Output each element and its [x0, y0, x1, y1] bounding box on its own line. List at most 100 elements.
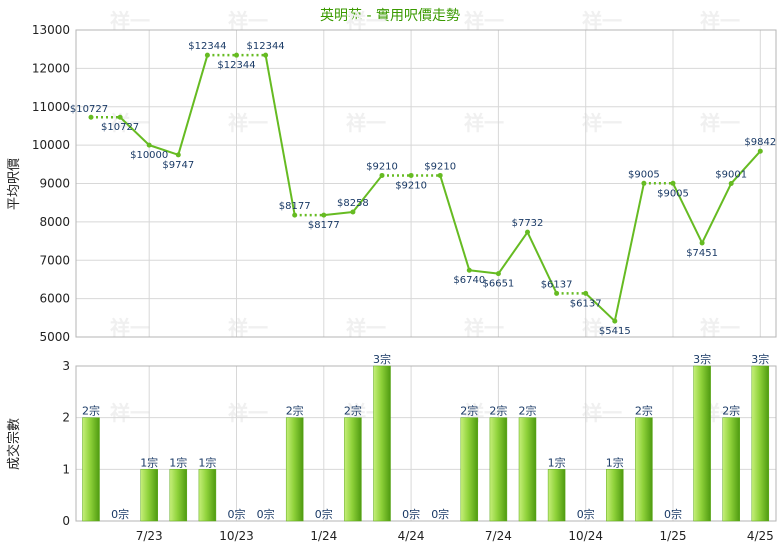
volume-bar — [140, 469, 158, 522]
watermark-text: 祥一 — [110, 9, 150, 33]
price-point — [525, 229, 530, 235]
price-point-label: $6651 — [482, 279, 514, 290]
price-point — [437, 172, 443, 178]
price-y-tick-label: 7000 — [39, 253, 70, 267]
price-point — [379, 172, 385, 178]
x-tick-label: 10/23 — [219, 529, 254, 543]
price-point-label: $9005 — [628, 169, 660, 180]
price-y-tick-label: 6000 — [39, 292, 70, 306]
price-point-label: $12344 — [188, 41, 226, 52]
x-tick-label: 4/25 — [747, 529, 774, 543]
volume-bar-label: 2宗 — [344, 404, 362, 418]
price-line-segment — [613, 183, 645, 322]
price-point — [146, 142, 152, 148]
watermark-text: 祥一 — [228, 111, 268, 135]
price-y-axis-label: 平均呎價 — [7, 158, 22, 210]
watermark-text: 祥一 — [110, 316, 150, 340]
volume-bar-label: 2宗 — [519, 404, 537, 418]
volume-bar-label: 0宗 — [577, 507, 595, 521]
volume-y-tick-label: 3 — [62, 359, 70, 373]
price-point-label: $8258 — [337, 198, 369, 209]
x-tick-label: 1/24 — [310, 529, 337, 543]
volume-bar — [82, 417, 100, 522]
price-point — [408, 172, 414, 178]
volume-bar-label: 0宗 — [402, 507, 420, 521]
x-tick-label: 4/24 — [398, 529, 425, 543]
price-point — [495, 271, 501, 277]
price-y-tick-label: 9000 — [39, 177, 70, 191]
price-point-label: $10000 — [130, 150, 168, 161]
watermark-text: 祥一 — [110, 401, 150, 425]
price-y-tick-label: 5000 — [39, 330, 70, 344]
x-tick-label: 7/24 — [485, 529, 512, 543]
price-point — [757, 148, 763, 154]
volume-bar-label: 0宗 — [431, 507, 449, 521]
volume-bar — [606, 469, 624, 522]
price-point-label: $9210 — [424, 161, 456, 172]
volume-bar — [751, 365, 770, 522]
volume-y-axis: 3 2 1 0 — [62, 359, 70, 528]
price-point — [292, 212, 298, 218]
volume-bar-label: 1宗 — [198, 455, 216, 469]
volume-y-tick-label: 0 — [62, 514, 70, 528]
price-point — [204, 52, 210, 58]
price-line-segment — [701, 183, 733, 244]
price-line: $10727 $10727 $10000$9747 $12344 $12344 $1234… — [70, 41, 776, 337]
volume-bar — [198, 469, 217, 522]
volume-bars: 2宗 0宗 1宗 1宗 1宗 0宗 0宗 2宗 0宗 2宗 3宗 0宗 0宗 2宗 2宗 2宗 1宗 0宗 1宗 2宗… — [82, 352, 770, 522]
price-point — [641, 180, 647, 186]
price-point-label: $9210 — [395, 180, 427, 191]
price-point — [728, 180, 734, 186]
watermark-text: 祥一 — [700, 316, 740, 340]
price-point — [117, 114, 123, 120]
price-point — [88, 114, 94, 120]
watermark-text: 祥一 — [464, 9, 504, 33]
price-plot-frame — [75, 29, 777, 338]
volume-plot-frame — [75, 365, 777, 522]
volume-bar — [693, 365, 711, 522]
price-point-label: $8177 — [279, 201, 311, 212]
price-y-tick-label: 10000 — [32, 138, 70, 152]
price-point-label: $6137 — [541, 279, 573, 290]
volume-bar-label: 0宗 — [315, 507, 333, 521]
price-point — [175, 152, 181, 158]
watermark-text: 祥一 — [700, 111, 740, 135]
volume-bar-label: 3宗 — [373, 352, 391, 366]
price-point-label: $9005 — [657, 188, 689, 199]
volume-bar — [169, 469, 188, 522]
price-line-segment — [177, 54, 209, 156]
price-point-label: $10727 — [101, 122, 139, 133]
price-point — [699, 240, 705, 246]
price-point-label: $6137 — [570, 298, 602, 309]
x-tick-label: 10/24 — [568, 529, 603, 543]
watermark-text: 祥一 — [228, 9, 268, 33]
price-point — [554, 290, 560, 296]
price-point-label: $7451 — [686, 248, 718, 259]
price-line-segment — [148, 144, 179, 156]
price-y-tick-label: 12000 — [32, 61, 70, 75]
price-point-label: $12344 — [247, 41, 285, 52]
volume-bar — [344, 417, 362, 522]
price-line-segment — [526, 231, 558, 294]
price-line-segment — [439, 175, 471, 271]
watermark-text: 祥一 — [346, 316, 386, 340]
price-point-label: $8177 — [308, 220, 340, 231]
volume-bar-label: 1宗 — [548, 455, 566, 469]
price-point-label: $9842 — [744, 137, 776, 148]
price-line-segment — [497, 231, 529, 275]
volume-y-axis-label: 成交宗數 — [6, 418, 22, 470]
volume-bar — [547, 469, 566, 522]
watermark-text: 祥一 — [700, 9, 740, 33]
volume-bar-label: 1宗 — [140, 455, 158, 469]
watermark-text: 祥一 — [110, 111, 150, 135]
price-point-label: $12344 — [217, 60, 255, 71]
volume-bar-label: 0宗 — [664, 507, 682, 521]
watermark-text: 祥一 — [582, 111, 622, 135]
price-point — [466, 267, 472, 273]
chart-title: 英明苑 - 實用呎價走勢 — [320, 7, 460, 24]
watermark-text: 祥一 — [582, 9, 622, 33]
volume-bar-label: 1宗 — [606, 455, 624, 469]
volume-bar-label: 2宗 — [635, 404, 653, 418]
watermark-text: 祥一 — [346, 9, 386, 33]
volume-bar — [518, 417, 537, 522]
